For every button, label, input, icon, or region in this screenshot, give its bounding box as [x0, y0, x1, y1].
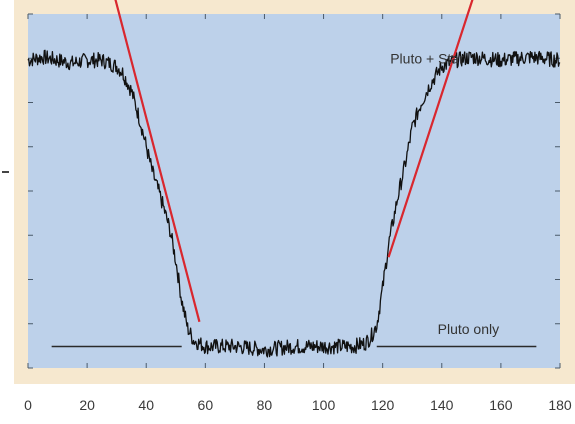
annotation-pluto-only: Pluto only: [438, 321, 499, 337]
axis-ticks: [27, 13, 561, 369]
series-layer: [27, 49, 561, 358]
annotations: Pluto + Star Pluto only: [390, 50, 499, 337]
x-tick-labels: 0 20 40 60 80 100 120 140 160 180: [24, 397, 572, 413]
x-tick-label: 100: [312, 397, 336, 413]
x-tick-label: 120: [371, 397, 395, 413]
x-tick-label: 160: [489, 397, 513, 413]
x-tick-label: 60: [198, 397, 214, 413]
light-curve-series-0: [27, 49, 561, 358]
x-tick-label: 20: [79, 397, 95, 413]
x-tick-label: 80: [257, 397, 273, 413]
fit-lines: [114, 0, 474, 323]
x-tick-label: 40: [138, 397, 154, 413]
annotation-pluto-plus-star: Pluto + Star: [390, 50, 464, 66]
ingress-fit-line: [114, 0, 201, 323]
plot-area: [28, 14, 560, 368]
x-tick-label: 180: [548, 397, 572, 413]
egress-fit-line: [387, 0, 474, 258]
x-tick-label: 140: [430, 397, 454, 413]
x-tick-label: 0: [24, 397, 32, 413]
